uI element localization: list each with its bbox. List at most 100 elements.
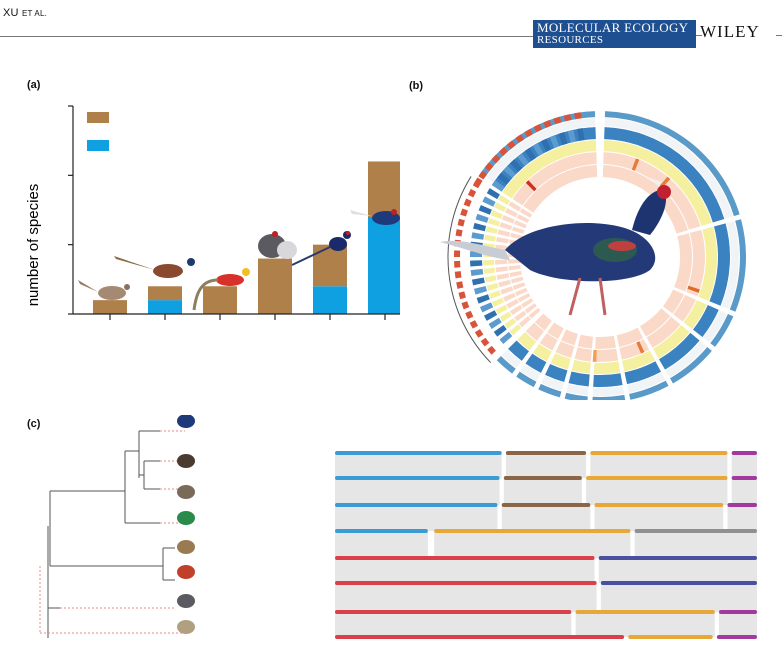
circos-microchr-track (488, 290, 502, 299)
chromosome-bar (335, 635, 625, 639)
synteny-ribbon (731, 478, 757, 505)
circos-microchr-track (499, 222, 513, 231)
circos-track-6-chr-9 (547, 322, 564, 339)
circos-track-3-chr-3 (692, 304, 719, 338)
bar-mainland-chrysolophus (203, 286, 237, 314)
circos-microchr-track (506, 298, 519, 309)
circos-microchr-gene-density (499, 331, 513, 344)
circos-microchr-track (559, 158, 568, 172)
circos-microchr-track (532, 158, 543, 171)
circos-microchr-track (516, 214, 530, 223)
circos-microchr-gene-density (470, 268, 484, 276)
circos-microchr-track (508, 201, 522, 212)
bar-mainland-phasianus (148, 286, 182, 301)
circos-track-3-chr-1 (604, 127, 725, 223)
circos-track-3-chr-5 (624, 361, 662, 385)
circos-track-2-chr-2 (721, 221, 739, 310)
circos-microchr-gene-density (475, 213, 489, 223)
journal-name-line1: MOLECULAR ECOLOGY (537, 20, 689, 35)
chromosome-bar (434, 529, 631, 533)
circos-microchr-track (514, 220, 527, 229)
circos-highlight-mark (592, 349, 597, 362)
chromosome-bar (503, 476, 582, 480)
circos-microchr-gene-density (476, 294, 490, 304)
synteny-ribbon (590, 453, 728, 478)
circos-microchr-gene-density (488, 317, 502, 329)
circos-microchr-segment (524, 128, 533, 138)
circos-microchr-track (564, 170, 573, 184)
circos-track-1-chr-1 (604, 111, 740, 217)
circos-microchr-track (502, 187, 515, 199)
bar-island-syrmaticus (313, 286, 347, 314)
circos-microchr-track (546, 179, 557, 192)
circos-microchr-track (581, 152, 588, 166)
circos-microchr-gene-density (479, 302, 494, 313)
chrysolophus-bird-icon (192, 268, 250, 311)
synteny-ribbon (335, 478, 500, 505)
circos-track-3-chr-Z (493, 127, 596, 190)
circos-microchr-segment (465, 310, 474, 320)
synteny-ribbon (594, 505, 724, 531)
circos-microchr-track (487, 218, 501, 227)
legend-swatch-island (87, 140, 109, 151)
chromosome-bar (575, 610, 715, 614)
circos-microchr-track (573, 154, 581, 167)
synteny-ribbon (727, 505, 757, 531)
synteny-ribbon (719, 612, 757, 637)
circos-microchr-track (497, 229, 511, 237)
circos-microchr-track (484, 234, 496, 242)
circos-track-6-chr-3 (663, 289, 685, 314)
circos-microchr-segment (515, 134, 525, 143)
circos-track-3-chr-6 (593, 373, 623, 387)
circos-microchr-segment (533, 124, 543, 133)
circos-microchr-gene-density (471, 232, 485, 240)
synteny-ribbon (505, 453, 587, 478)
circos-track-1-chr-7 (564, 392, 588, 400)
circos-microchr-segment (553, 116, 562, 125)
circos-track-5-chr-5 (619, 339, 650, 360)
circos-track-3-chr-8 (545, 363, 568, 382)
circos-track-1-chr-3 (710, 313, 734, 347)
circos-microchr-segment (467, 188, 477, 198)
circos-microchr-segment (563, 114, 572, 122)
running-head-author: XU ET AL. (3, 7, 48, 19)
circos-microchr-track (498, 279, 511, 288)
synteny-ribbons (335, 453, 757, 637)
circos-track-2-chr-5 (627, 372, 666, 393)
circos-highlight-mark (525, 180, 537, 192)
circos-microchr-track (496, 273, 510, 280)
legend-swatch-mainland (87, 112, 109, 123)
circos-track-5-chr-6 (594, 348, 619, 362)
circos-microchr-track (577, 166, 584, 180)
circos-microchr-track (527, 197, 540, 208)
circos-track-4-chr-6 (593, 361, 621, 374)
circos-track-3-chr-10 (508, 340, 529, 361)
lophura-bird-icon (350, 209, 400, 225)
circos-track-2-chr-Z (486, 118, 596, 182)
chromosome-bar (594, 503, 724, 507)
circos-track-1-chr-9 (516, 371, 537, 388)
circos-microchr-gene-density (558, 132, 568, 146)
circos-track-4-chr-10 (517, 331, 537, 351)
circos-track-6-chr-5 (616, 327, 644, 347)
synteny-ribbon (335, 505, 498, 531)
circos-highlight-mark (636, 341, 645, 354)
circos-track-1-chr-2 (729, 219, 746, 312)
circos-highlight-mark (687, 285, 700, 293)
bar-island-lophura (368, 216, 400, 314)
circos-microchr-track (527, 177, 539, 190)
header-rule-short (696, 35, 702, 36)
circos-microchr-gene-density (549, 134, 560, 149)
circos-microchr-segment (458, 291, 466, 300)
circos-microchr-segment (460, 208, 468, 217)
circos-microchr-track (524, 303, 537, 314)
circos-microchr-track (503, 292, 516, 302)
species-bird-icon (177, 540, 195, 554)
circos-track-1-chr-Z (480, 111, 596, 177)
circos-track-6-chr-2 (674, 233, 692, 292)
circos-microchromosome-bracket (447, 176, 492, 363)
chromosome-bar (505, 451, 587, 455)
circos-microchr-track (539, 154, 550, 167)
circos-track-2-chr-1 (604, 118, 733, 219)
circos-track-4-chr-7 (571, 359, 591, 374)
